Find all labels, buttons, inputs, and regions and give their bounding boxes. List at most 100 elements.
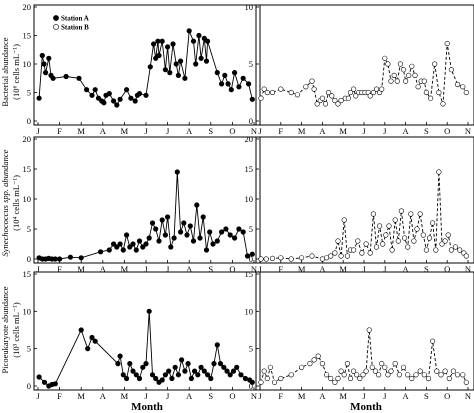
data-point bbox=[127, 244, 133, 250]
data-point bbox=[446, 375, 452, 382]
data-point bbox=[198, 55, 204, 61]
data-point bbox=[242, 375, 248, 382]
x-tick-label-month: A bbox=[100, 391, 107, 401]
x-tick-label-month: A bbox=[186, 391, 193, 401]
y-axis-label-synechococcus: Synechococcus spp. abundance (10⁴ cells … bbox=[0, 149, 21, 256]
ylabel-bacteria-line1: Bacterial abundance bbox=[0, 37, 10, 106]
data-point bbox=[200, 214, 206, 220]
data-point bbox=[421, 372, 427, 378]
chart-panel-picoeukaryote-station-a: 0 5 10 15 J F M A M J J A S O N bbox=[23, 269, 261, 401]
x-tick-label-month: M bbox=[121, 126, 129, 136]
y-tick-label: 0 bbox=[249, 116, 253, 126]
data-point bbox=[172, 364, 178, 370]
data-point bbox=[97, 249, 104, 255]
data-point bbox=[224, 368, 230, 374]
data-point bbox=[114, 102, 120, 108]
data-point bbox=[338, 97, 344, 104]
data-point bbox=[106, 90, 112, 97]
data-point bbox=[249, 251, 255, 257]
data-point bbox=[430, 220, 436, 226]
data-point bbox=[153, 55, 159, 61]
x-tick-label-month: J bbox=[362, 391, 366, 401]
x-tick-label-month: J bbox=[258, 126, 262, 136]
data-point bbox=[269, 255, 276, 262]
data-point bbox=[117, 241, 123, 247]
x-tick-label-month: M bbox=[298, 264, 306, 274]
data-point bbox=[149, 220, 156, 226]
data-point bbox=[146, 308, 152, 314]
data-point bbox=[373, 244, 380, 250]
data-point bbox=[89, 92, 95, 98]
data-point bbox=[396, 372, 403, 378]
data-point bbox=[39, 52, 45, 59]
data-point bbox=[288, 89, 294, 96]
y-axis-label-picoeukaryote: Picoeukaryote abundance (10³ cells mL⁻¹) bbox=[0, 286, 21, 373]
data-point bbox=[193, 61, 199, 67]
data-point bbox=[133, 372, 139, 378]
data-point bbox=[188, 375, 194, 382]
chart-panel-bacteria-station-a: 0 5 10 15 20 J F M A M J J A S O N bbox=[23, 2, 261, 136]
data-point bbox=[413, 372, 419, 378]
data-point bbox=[423, 89, 430, 96]
y-tick-label: 10 bbox=[245, 306, 254, 316]
x-tick-label-month: M bbox=[121, 264, 129, 274]
x-tick-label-month: S bbox=[424, 391, 429, 401]
data-point bbox=[95, 95, 102, 101]
data-point bbox=[400, 364, 407, 370]
data-point bbox=[417, 368, 423, 374]
data-point bbox=[430, 338, 436, 344]
data-point bbox=[440, 101, 446, 107]
data-point bbox=[353, 93, 359, 99]
panel-frame bbox=[255, 4, 474, 126]
data-point bbox=[267, 364, 274, 370]
x-tick-label-month: M bbox=[121, 391, 129, 401]
x-tick-label-month: J bbox=[144, 264, 148, 274]
data-point bbox=[159, 38, 165, 44]
data-point bbox=[388, 78, 394, 84]
data-point bbox=[391, 72, 397, 78]
x-tick-label-month: A bbox=[403, 264, 410, 274]
data-point bbox=[83, 87, 90, 93]
data-point bbox=[187, 223, 193, 229]
x-tick-label-month: F bbox=[57, 264, 62, 274]
x-tick-label-month: N bbox=[465, 391, 471, 401]
data-point bbox=[299, 255, 305, 261]
x-tick-label-month: J bbox=[36, 126, 40, 136]
data-point bbox=[78, 255, 84, 261]
series-line-station-a bbox=[38, 311, 253, 387]
data-point bbox=[117, 353, 123, 359]
data-point bbox=[448, 67, 455, 73]
x-tick-label-month: J bbox=[36, 391, 40, 401]
data-point bbox=[236, 84, 242, 90]
x-tick-label-month: A bbox=[319, 264, 326, 274]
data-point bbox=[203, 58, 210, 64]
data-point bbox=[201, 35, 207, 42]
data-point bbox=[444, 40, 450, 47]
data-point bbox=[408, 211, 414, 217]
y-tick-label: 10 bbox=[23, 306, 32, 316]
data-point bbox=[159, 217, 165, 223]
data-point bbox=[258, 256, 264, 262]
x-tick-label-month: F bbox=[57, 126, 62, 136]
data-point bbox=[370, 211, 377, 217]
data-point bbox=[234, 364, 240, 370]
data-point bbox=[92, 338, 98, 344]
data-point bbox=[179, 357, 185, 363]
y-tick-label: 15 bbox=[245, 164, 254, 174]
y-axis-label-bacteria: Bacterial abundance (10⁶ cells mL⁻¹) bbox=[0, 37, 21, 106]
x-tick-label-month: J bbox=[258, 391, 262, 401]
data-point bbox=[328, 253, 334, 259]
data-point bbox=[379, 361, 385, 367]
data-point bbox=[162, 372, 168, 378]
data-point bbox=[417, 211, 423, 217]
data-point bbox=[173, 61, 179, 67]
data-point bbox=[460, 372, 466, 378]
data-point bbox=[263, 256, 269, 262]
x-tick-label-month: M bbox=[298, 391, 306, 401]
data-point bbox=[232, 69, 238, 76]
data-point bbox=[230, 368, 237, 374]
data-point bbox=[442, 238, 448, 244]
data-point bbox=[205, 372, 211, 378]
data-point bbox=[123, 375, 130, 382]
x-tick-label-month: A bbox=[403, 391, 410, 401]
